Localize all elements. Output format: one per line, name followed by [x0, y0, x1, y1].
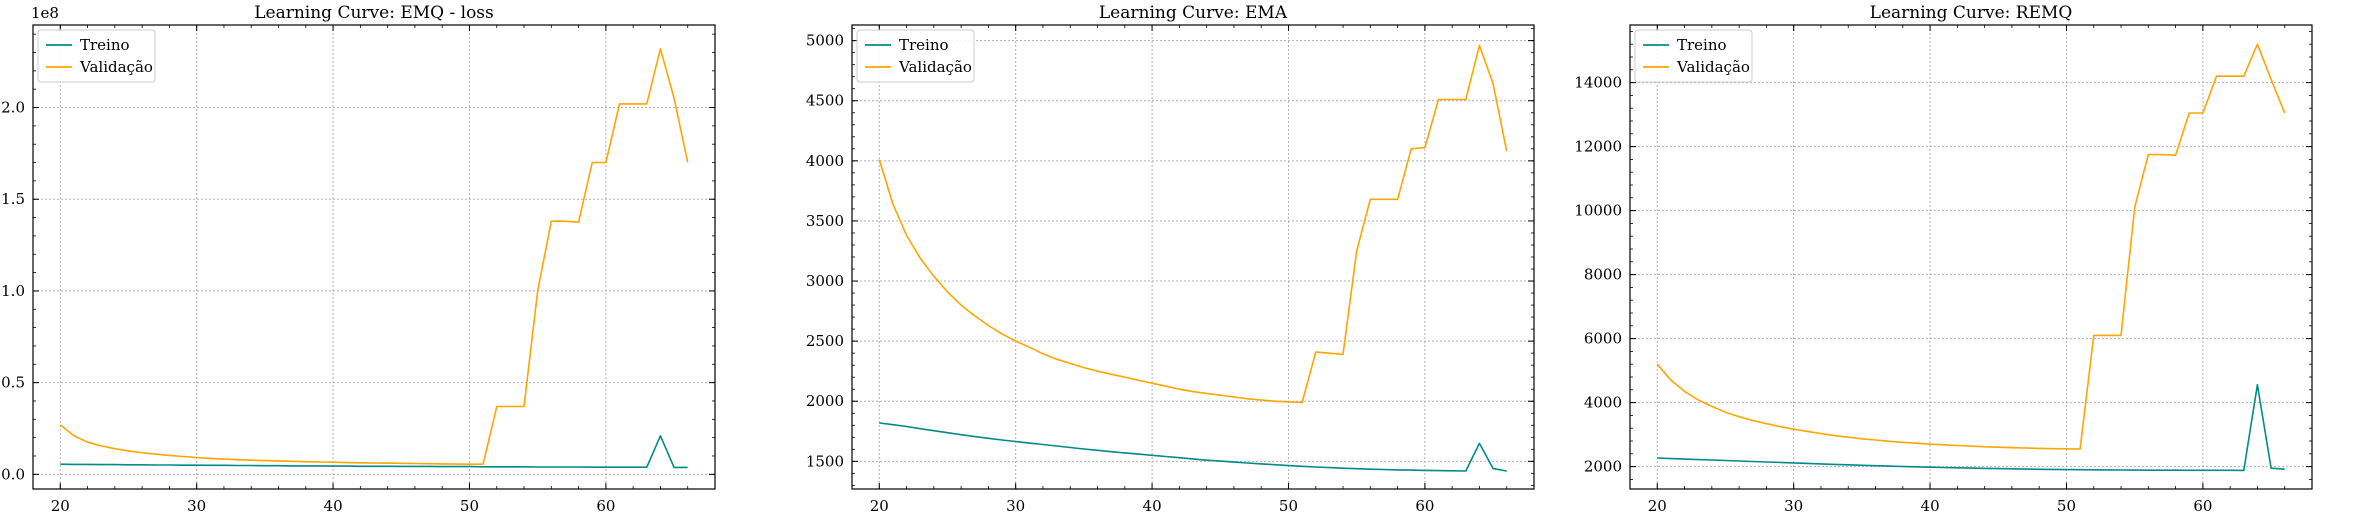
x-tick-label: 40 [1921, 497, 1940, 512]
y-tick-label: 5000 [806, 32, 844, 50]
x-tick-label: 30 [1784, 497, 1803, 512]
y-tick-label: 2500 [806, 332, 844, 350]
legend: Treino Validação [1634, 29, 1753, 83]
series-line-validacao [59, 47, 689, 466]
series-line-treino [60, 434, 688, 469]
chart-panel-1: 20 30 40 50 60 0.0 0.5 1.0 1.5 2.0 Learning Curve:… [1, 3, 716, 515]
series-line-validacao [1656, 43, 2286, 450]
legend-box [856, 29, 975, 83]
y-tick-label: 3000 [806, 272, 844, 290]
x-tick-label: 20 [870, 497, 889, 512]
chart-title: Learning Curve: EMQ - loss [254, 3, 494, 23]
y-tick-label: 2.0 [1, 99, 25, 117]
y-tick-label: 4000 [806, 152, 844, 170]
x-tick-label: 50 [1279, 497, 1298, 512]
y-tick-label: 6000 [1584, 330, 1622, 348]
y-tick-label: 12000 [1574, 138, 1622, 156]
y-tick-label: 0.5 [1, 374, 25, 392]
series-line-treino [879, 422, 1507, 472]
x-tick-label: 20 [51, 497, 70, 512]
y-tick-label: 3500 [806, 212, 844, 230]
legend: Treino Validação [856, 29, 975, 83]
chart-panel-2: 20 30 40 50 60 1500 2000 2500 3000 3500 4000 4500 50… [806, 3, 1535, 515]
y-offset-label: 1e8 [31, 4, 59, 22]
y-tick-label: 4000 [1584, 394, 1622, 412]
x-tick-label: 50 [460, 497, 479, 512]
x-tick-label: 60 [596, 497, 615, 512]
series-line-treino [1657, 383, 2285, 472]
x-tick-label: 30 [187, 497, 206, 512]
y-tick-label: 1.5 [1, 190, 25, 208]
x-tick-label: 40 [1143, 497, 1162, 512]
x-tick-label: 30 [1006, 497, 1025, 512]
y-tick-label: 1.0 [1, 282, 25, 300]
x-tick-label: 60 [1415, 497, 1434, 512]
plot-frame [851, 24, 1535, 490]
legend: Treino Validação [37, 29, 156, 83]
y-tick-label: 10000 [1574, 202, 1622, 220]
legend-label-treino: Treino [80, 36, 130, 54]
x-tick-label: 50 [2057, 497, 2076, 512]
y-tick-label: 1500 [806, 452, 844, 470]
y-tick-label: 2000 [1584, 458, 1622, 476]
y-tick-label: 8000 [1584, 266, 1622, 284]
legend-label-treino: Treino [899, 36, 949, 54]
legend-label-validacao: Validação [898, 58, 972, 76]
plot-frame [32, 24, 716, 490]
legend-label-treino: Treino [1677, 36, 1727, 54]
y-tick-label: 0.0 [1, 465, 25, 483]
y-tick-label: 2000 [806, 392, 844, 410]
legend-label-validacao: Validação [1676, 58, 1750, 76]
chart-title: Learning Curve: REMQ [1870, 3, 2073, 23]
plot-frame [1629, 24, 2313, 490]
legend-box [37, 29, 156, 83]
series-line-validacao [878, 44, 1508, 404]
y-tick-label: 14000 [1574, 74, 1622, 92]
chart-title: Learning Curve: EMA [1099, 3, 1288, 23]
x-tick-label: 60 [2193, 497, 2212, 512]
y-tick-label: 4500 [806, 92, 844, 110]
x-tick-label: 40 [324, 497, 343, 512]
legend-label-validacao: Validação [79, 58, 153, 76]
chart-panel-3: 20 30 40 50 60 2000 4000 6000 8000 10000 12000 1400… [1574, 3, 2313, 515]
legend-box [1634, 29, 1753, 83]
x-tick-label: 20 [1648, 497, 1667, 512]
